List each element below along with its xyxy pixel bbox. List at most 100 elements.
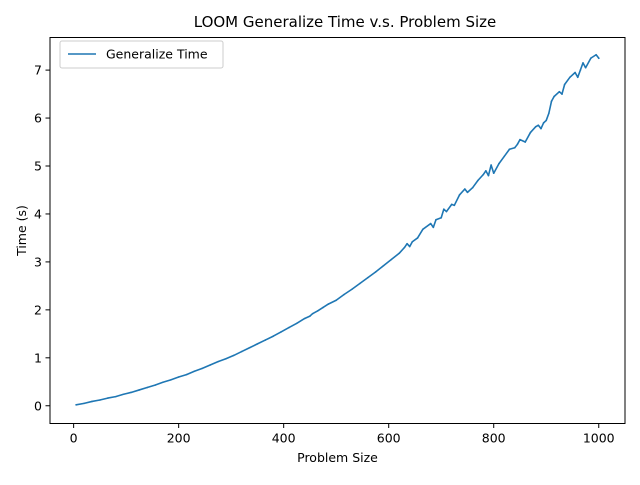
data-point	[545, 119, 548, 122]
data-point	[138, 389, 141, 391]
x-axis: 0 200 400 600 800 1000	[70, 423, 615, 446]
data-point	[490, 164, 492, 166]
data-point	[422, 228, 424, 231]
data-point	[272, 335, 274, 338]
data-point	[466, 191, 469, 194]
y-axis-label: Time (s)	[14, 205, 29, 257]
data-point	[548, 112, 550, 115]
data-point	[540, 127, 542, 130]
x-tick-label: 1000	[583, 431, 615, 446]
y-tick-label: 0	[34, 398, 42, 413]
data-point	[154, 384, 156, 386]
data-point	[529, 131, 532, 134]
x-tick-label: 0	[70, 431, 78, 446]
data-point	[280, 331, 282, 333]
y-axis: 0 1 2 3 4 5 6 7	[34, 63, 50, 413]
data-point	[458, 193, 461, 196]
data-point	[590, 57, 592, 59]
y-tick-label: 6	[34, 111, 42, 126]
x-tick-label: 800	[482, 431, 506, 446]
data-point	[217, 360, 219, 363]
data-point	[519, 138, 521, 141]
data-point	[146, 386, 148, 389]
data-point	[75, 404, 78, 406]
data-point	[440, 216, 443, 219]
data-point	[482, 173, 485, 176]
data-point	[597, 57, 600, 59]
data-point	[288, 326, 290, 329]
data-point	[498, 162, 500, 165]
data-point	[303, 317, 306, 320]
data-point	[563, 83, 566, 86]
y-tick-label: 1	[34, 350, 42, 365]
data-point	[561, 93, 563, 95]
data-point	[311, 312, 314, 315]
data-point	[366, 276, 369, 279]
data-point	[450, 203, 453, 206]
data-point	[429, 222, 432, 225]
data-point	[513, 146, 516, 149]
data-point	[416, 237, 419, 239]
data-point	[403, 246, 406, 249]
data-point	[579, 69, 582, 71]
data-point	[432, 226, 435, 229]
data-point	[576, 76, 579, 79]
data-point	[201, 367, 204, 370]
data-point	[453, 204, 456, 207]
data-point	[408, 245, 411, 248]
chart-title: LOOM Generalize Time v.s. Problem Size	[194, 13, 497, 31]
data-point	[374, 271, 377, 273]
data-point	[309, 315, 311, 317]
legend-label: Generalize Time	[106, 47, 208, 62]
data-point	[296, 322, 298, 325]
data-point	[464, 188, 466, 190]
data-point	[232, 354, 235, 357]
data-point	[443, 208, 445, 210]
data-point	[503, 155, 506, 158]
data-point	[582, 62, 584, 64]
data-point	[209, 364, 211, 366]
x-tick-label: 600	[377, 431, 401, 446]
data-point	[584, 66, 587, 69]
axes-frame	[49, 37, 626, 424]
data-point	[248, 346, 251, 349]
data-point	[508, 148, 511, 151]
data-point	[595, 53, 597, 56]
data-point	[477, 179, 479, 182]
y-tick-label: 2	[34, 302, 42, 317]
data-point	[99, 399, 101, 401]
data-point	[177, 376, 180, 378]
data-point	[487, 174, 490, 177]
data-point	[264, 339, 267, 341]
data-point	[91, 400, 93, 403]
series-points	[75, 53, 600, 406]
data-point	[359, 282, 361, 285]
legend: Generalize Time	[59, 40, 224, 69]
y-tick-label: 5	[34, 159, 42, 174]
data-point	[225, 357, 227, 360]
data-point	[574, 71, 576, 74]
data-point	[240, 350, 243, 353]
data-point	[382, 264, 385, 267]
data-point	[516, 143, 519, 146]
data-point	[185, 373, 188, 376]
data-point	[83, 402, 85, 405]
data-point	[485, 170, 487, 172]
data-point	[524, 141, 527, 143]
x-tick-label: 200	[167, 431, 191, 446]
data-point	[162, 381, 164, 384]
data-point	[122, 393, 125, 396]
data-point	[445, 210, 448, 213]
data-point	[471, 186, 474, 189]
data-point	[343, 293, 345, 296]
y-tick-label: 3	[34, 254, 42, 269]
data-point	[424, 226, 427, 229]
data-point	[406, 242, 408, 245]
data-point	[351, 288, 353, 291]
data-point	[542, 122, 545, 124]
data-point	[534, 125, 537, 128]
data-point	[106, 397, 109, 399]
x-tick-label: 400	[272, 431, 296, 446]
data-point	[114, 395, 117, 398]
